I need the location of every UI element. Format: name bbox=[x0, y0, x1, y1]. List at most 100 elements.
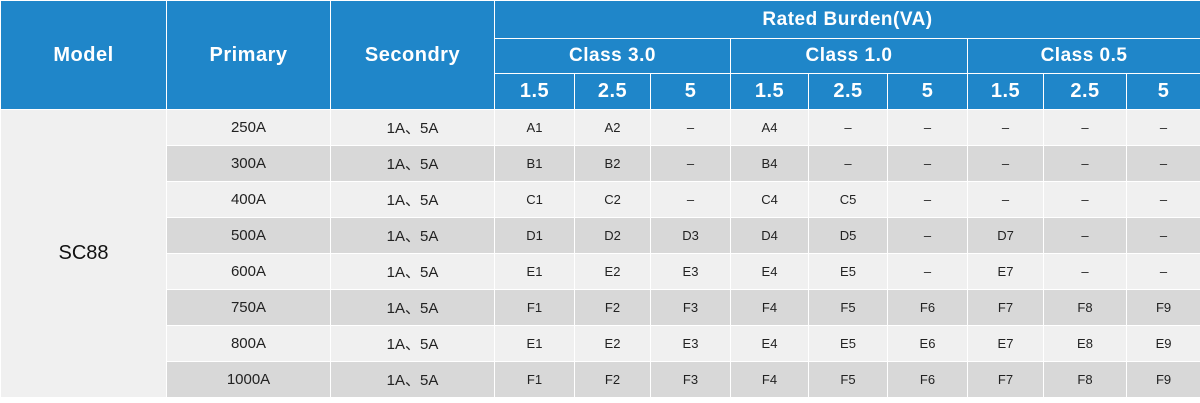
header-class-0-5: Class 0.5 bbox=[966, 38, 1200, 74]
burden-cell: – bbox=[1125, 109, 1200, 146]
header-burden: 5 bbox=[887, 73, 968, 110]
burden-cell: E9 bbox=[1125, 325, 1200, 362]
secondary-cell: 1A、5A bbox=[330, 145, 495, 182]
burden-cell: – bbox=[808, 109, 888, 146]
burden-cell: – bbox=[650, 109, 731, 146]
burden-cell: – bbox=[887, 253, 968, 290]
burden-cell: E8 bbox=[1043, 325, 1127, 362]
header-class-1-0: Class 1.0 bbox=[730, 38, 968, 74]
burden-cell: E7 bbox=[967, 325, 1044, 362]
burden-cell: F6 bbox=[887, 289, 968, 326]
burden-cell: D2 bbox=[574, 217, 651, 254]
table-row: SC88 250A 1A、5A A1 A2– A4– – – – – bbox=[0, 109, 1200, 398]
burden-cell: E3 bbox=[650, 325, 731, 362]
burden-cell: F7 bbox=[967, 289, 1044, 326]
primary-cell: 250A bbox=[166, 109, 331, 146]
secondary-cell: 1A、5A bbox=[330, 289, 495, 326]
burden-cell: A1 bbox=[494, 109, 575, 146]
burden-cell: E7 bbox=[967, 253, 1044, 290]
burden-cell: D7 bbox=[967, 217, 1044, 254]
table-row: 300A 1A、5A B1 B2– B4– – – – – bbox=[1, 145, 1200, 182]
burden-cell: F5 bbox=[808, 289, 888, 326]
burden-cell: A2 bbox=[574, 109, 651, 146]
burden-cell: F1 bbox=[494, 289, 575, 326]
burden-cell: F5 bbox=[808, 361, 888, 398]
burden-cell: E5 bbox=[808, 253, 888, 290]
burden-cell: B2 bbox=[574, 145, 651, 182]
primary-cell: 500A bbox=[166, 217, 331, 254]
table-body: SC88 250A 1A、5A A1 A2– A4– – – – –300A 1A、5A B1 B2– B… bbox=[0, 109, 1200, 398]
burden-cell: C5 bbox=[808, 181, 888, 218]
burden-cell: F4 bbox=[730, 289, 809, 326]
model-cell: SC88 bbox=[0, 109, 167, 398]
burden-cell: – bbox=[1043, 253, 1127, 290]
secondary-cell: 1A、5A bbox=[330, 361, 495, 398]
burden-cell: F4 bbox=[730, 361, 809, 398]
burden-cell: F1 bbox=[494, 361, 575, 398]
header-class-3-0: Class 3.0 bbox=[494, 38, 731, 74]
burden-cell: D3 bbox=[650, 217, 731, 254]
primary-cell: 400A bbox=[166, 181, 331, 218]
burden-cell: D1 bbox=[494, 217, 575, 254]
header-burden: 2.5 bbox=[574, 73, 651, 110]
burden-cell: E1 bbox=[494, 253, 575, 290]
header-burden: 5 bbox=[650, 73, 731, 110]
burden-cell: F7 bbox=[967, 361, 1044, 398]
burden-cell: – bbox=[967, 181, 1044, 218]
burden-cell: F8 bbox=[1043, 361, 1127, 398]
burden-cell: F9 bbox=[1125, 361, 1200, 398]
burden-cell: C2 bbox=[574, 181, 651, 218]
burden-cell: E2 bbox=[574, 325, 651, 362]
header-burden: 1.5 bbox=[730, 73, 809, 110]
secondary-cell: 1A、5A bbox=[330, 217, 495, 254]
burden-cell: – bbox=[650, 181, 731, 218]
table-row: 750A 1A、5A F1 F2 F3 F4 F5 F6 F7 F8 F9 bbox=[1, 289, 1200, 326]
burden-cell: E4 bbox=[730, 325, 809, 362]
primary-cell: 600A bbox=[166, 253, 331, 290]
burden-cell: A4 bbox=[730, 109, 809, 146]
burden-cell: B4 bbox=[730, 145, 809, 182]
secondary-cell: 1A、5A bbox=[330, 181, 495, 218]
burden-cell: – bbox=[650, 145, 731, 182]
burden-cell: – bbox=[1125, 145, 1200, 182]
burden-cell: F2 bbox=[574, 289, 651, 326]
table-row: 1000A 1A、5A F1 F2 F3 F4 F5 F6 F7 F8 F9 bbox=[1, 361, 1200, 398]
burden-cell: F8 bbox=[1043, 289, 1127, 326]
table-row: 500A 1A、5A D1 D2 D3 D4 D5– D7– – bbox=[1, 217, 1200, 254]
burden-cell: – bbox=[887, 109, 968, 146]
burden-cell: – bbox=[808, 145, 888, 182]
burden-cell: C4 bbox=[730, 181, 809, 218]
burden-cell: B1 bbox=[494, 145, 575, 182]
header-rated-burden: Rated Burden(VA) bbox=[493, 0, 1200, 39]
header-burden: 1.5 bbox=[967, 73, 1044, 110]
burden-cell: E4 bbox=[730, 253, 809, 290]
burden-cell: – bbox=[1043, 145, 1127, 182]
burden-cell: F6 bbox=[887, 361, 968, 398]
secondary-cell: 1A、5A bbox=[330, 109, 495, 146]
burden-cell: – bbox=[1125, 181, 1200, 218]
header-burden: 1.5 bbox=[494, 73, 575, 110]
burden-cell: – bbox=[1043, 181, 1127, 218]
burden-cell: E6 bbox=[887, 325, 968, 362]
header-secondary: Secondry bbox=[330, 0, 495, 110]
header-burden: 5 bbox=[1125, 73, 1200, 110]
primary-cell: 300A bbox=[166, 145, 331, 182]
burden-cell: – bbox=[967, 109, 1044, 146]
burden-cell: E5 bbox=[808, 325, 888, 362]
burden-cell: C1 bbox=[494, 181, 575, 218]
secondary-cell: 1A、5A bbox=[330, 325, 495, 362]
burden-cell: F9 bbox=[1125, 289, 1200, 326]
burden-cell: – bbox=[1125, 217, 1200, 254]
burden-cell: F3 bbox=[650, 361, 731, 398]
burden-cell: – bbox=[887, 217, 968, 254]
primary-cell: 800A bbox=[166, 325, 331, 362]
burden-cell: – bbox=[887, 181, 968, 218]
header-model: Model bbox=[0, 0, 167, 110]
burden-cell: – bbox=[887, 145, 968, 182]
burden-cell: E2 bbox=[574, 253, 651, 290]
burden-cell: – bbox=[967, 145, 1044, 182]
table-row: 800A 1A、5A E1 E2 E3 E4 E5 E6 E7 E8 E9 bbox=[1, 325, 1200, 362]
burden-cell: D5 bbox=[808, 217, 888, 254]
table-row: 400A 1A、5A C1 C2– C4 C5– – – – bbox=[1, 181, 1200, 218]
